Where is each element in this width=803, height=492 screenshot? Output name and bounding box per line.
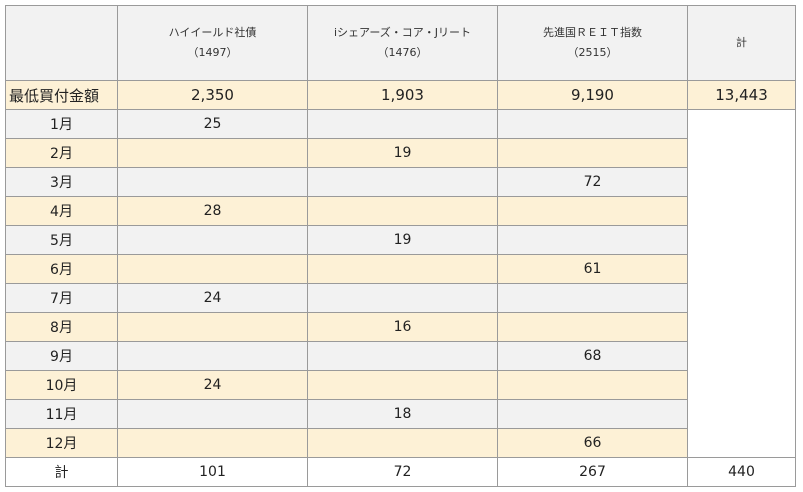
- month-value-fund-2: 19: [307, 138, 498, 168]
- month-label: 10月: [5, 370, 118, 400]
- minimum-purchase-total: 13,443: [687, 80, 796, 110]
- header-corner-cell: [5, 5, 118, 81]
- month-value-fund-2: [307, 167, 498, 197]
- merged-total-empty-cell: [687, 109, 796, 458]
- fund-3-code: （2515）: [567, 46, 618, 59]
- month-row: 11月 18: [5, 399, 796, 429]
- month-label: 11月: [5, 399, 118, 429]
- fund-2-code: （1476）: [377, 46, 428, 59]
- month-row: 10月 24: [5, 370, 796, 400]
- fund-1-name: ハイイールド社債: [168, 26, 257, 39]
- month-row: 6月 61: [5, 254, 796, 284]
- month-value-fund-2: [307, 283, 498, 313]
- minimum-purchase-label: 最低買付金額: [5, 80, 118, 110]
- grand-total: 440: [687, 457, 796, 487]
- dividend-schedule-table-container: ハイイールド社債 （1497） iシェアーズ・コア・Jリート （1476） 先進…: [5, 5, 796, 487]
- month-row: 12月 66: [5, 428, 796, 458]
- header-total-cell: 計: [687, 5, 796, 81]
- month-value-fund-3: [497, 370, 688, 400]
- month-label: 8月: [5, 312, 118, 342]
- total-row: 計 101 72 267 440: [5, 457, 796, 487]
- month-label: 3月: [5, 167, 118, 197]
- month-value-fund-1: [117, 167, 308, 197]
- fund-3-name: 先進国ＲＥＩＴ指数: [543, 26, 642, 39]
- minimum-purchase-fund-2: 1,903: [307, 80, 498, 110]
- month-label: 12月: [5, 428, 118, 458]
- total-fund-1: 101: [117, 457, 308, 487]
- month-value-fund-3: [497, 138, 688, 168]
- month-value-fund-1: [117, 399, 308, 429]
- month-value-fund-1: 25: [117, 109, 308, 139]
- month-row: 1月 25: [5, 109, 796, 458]
- month-value-fund-3: [497, 312, 688, 342]
- month-label: 5月: [5, 225, 118, 255]
- minimum-purchase-fund-1: 2,350: [117, 80, 308, 110]
- month-label: 7月: [5, 283, 118, 313]
- month-value-fund-3: [497, 225, 688, 255]
- month-value-fund-2: [307, 254, 498, 284]
- header-row: ハイイールド社債 （1497） iシェアーズ・コア・Jリート （1476） 先進…: [5, 5, 796, 81]
- fund-2-name: iシェアーズ・コア・Jリート: [333, 26, 472, 39]
- month-value-fund-1: [117, 428, 308, 458]
- month-row: 8月 16: [5, 312, 796, 342]
- month-label: 2月: [5, 138, 118, 168]
- month-label: 6月: [5, 254, 118, 284]
- month-value-fund-2: [307, 109, 498, 139]
- month-value-fund-3: [497, 283, 688, 313]
- month-value-fund-3: 66: [497, 428, 688, 458]
- month-row: 4月 28: [5, 196, 796, 226]
- dividend-schedule-table: ハイイールド社債 （1497） iシェアーズ・コア・Jリート （1476） 先進…: [5, 5, 796, 487]
- month-value-fund-2: [307, 370, 498, 400]
- month-value-fund-1: 24: [117, 370, 308, 400]
- month-row: 5月 19: [5, 225, 796, 255]
- month-value-fund-2: [307, 341, 498, 371]
- total-fund-3: 267: [497, 457, 688, 487]
- month-label: 1月: [5, 109, 118, 139]
- month-label: 4月: [5, 196, 118, 226]
- month-value-fund-3: 68: [497, 341, 688, 371]
- month-value-fund-2: 19: [307, 225, 498, 255]
- total-fund-2: 72: [307, 457, 498, 487]
- month-value-fund-3: [497, 196, 688, 226]
- month-value-fund-3: 61: [497, 254, 688, 284]
- month-value-fund-2: [307, 196, 498, 226]
- minimum-purchase-fund-3: 9,190: [497, 80, 688, 110]
- month-value-fund-1: [117, 312, 308, 342]
- month-value-fund-1: 24: [117, 283, 308, 313]
- month-row: 2月 19: [5, 138, 796, 168]
- minimum-purchase-row: 最低買付金額 2,350 1,903 9,190 13,443: [5, 80, 796, 110]
- month-value-fund-1: [117, 254, 308, 284]
- month-row: 3月 72: [5, 167, 796, 197]
- month-value-fund-1: [117, 341, 308, 371]
- month-row: 7月 24: [5, 283, 796, 313]
- month-value-fund-1: 28: [117, 196, 308, 226]
- month-row: 9月 68: [5, 341, 796, 371]
- month-value-fund-1: [117, 138, 308, 168]
- total-label: 計: [5, 457, 118, 487]
- header-cell-fund-1: ハイイールド社債 （1497）: [117, 5, 308, 81]
- month-label: 9月: [5, 341, 118, 371]
- fund-1-code: （1497）: [187, 46, 238, 59]
- month-value-fund-1: [117, 225, 308, 255]
- header-cell-fund-3: 先進国ＲＥＩＴ指数 （2515）: [497, 5, 688, 81]
- month-value-fund-3: [497, 109, 688, 139]
- header-cell-fund-2: iシェアーズ・コア・Jリート （1476）: [307, 5, 498, 81]
- month-value-fund-2: 18: [307, 399, 498, 429]
- month-value-fund-2: 16: [307, 312, 498, 342]
- month-value-fund-3: [497, 399, 688, 429]
- month-value-fund-2: [307, 428, 498, 458]
- month-value-fund-3: 72: [497, 167, 688, 197]
